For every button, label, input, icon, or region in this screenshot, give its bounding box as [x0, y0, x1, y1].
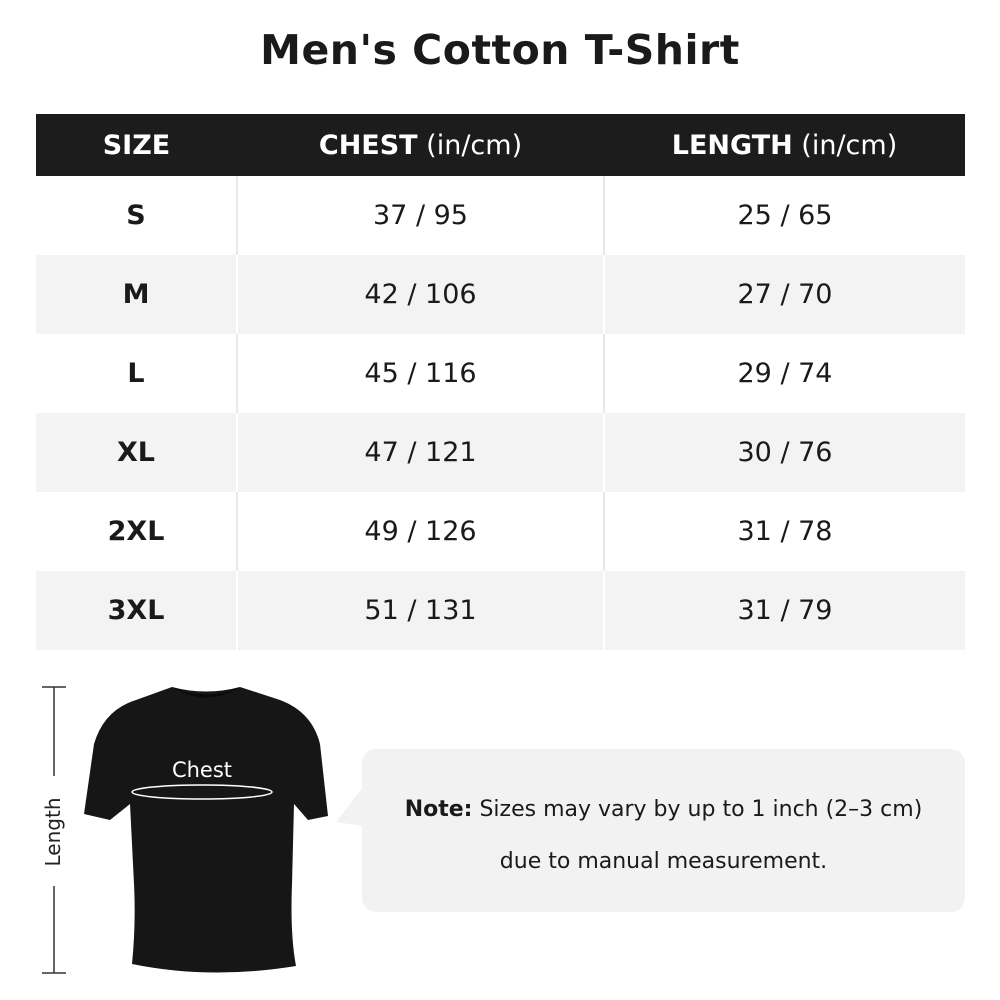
table-row: L 45 / 116 29 / 74 — [36, 334, 965, 413]
size-table: SIZE CHEST (in/cm) LENGTH (in/cm) S 37 / … — [36, 114, 965, 650]
tshirt-image: Chest — [84, 687, 328, 973]
header-length: LENGTH (in/cm) — [604, 114, 965, 176]
cell-length: 29 / 74 — [603, 334, 965, 413]
page-title: Men's Cotton T-Shirt — [260, 26, 740, 74]
cell-length: 25 / 65 — [603, 176, 965, 255]
note-line-2: due to manual measurement. — [499, 849, 828, 874]
header-label: LENGTH — [671, 129, 793, 161]
cell-length: 30 / 76 — [603, 413, 965, 492]
cell-chest: 45 / 116 — [236, 334, 604, 413]
tshirt-icon — [84, 687, 328, 973]
table-row: 3XL 51 / 131 31 / 79 — [36, 571, 965, 650]
cell-size: 2XL — [107, 516, 165, 547]
cell-length: 27 / 70 — [603, 255, 965, 334]
cell-size: M — [36, 255, 237, 334]
table-header: SIZE CHEST (in/cm) LENGTH (in/cm) — [36, 114, 965, 176]
header-size: SIZE — [36, 114, 237, 176]
header-unit: (in/cm) — [417, 129, 523, 161]
note-text: Sizes may vary by up to 1 inch (2–3 cm) — [472, 797, 923, 822]
header-label: SIZE — [102, 129, 171, 161]
table-row: 2XL 49 / 126 31 / 78 — [36, 492, 965, 571]
cell-size: XL — [36, 413, 237, 492]
cell-chest: 47 / 121 — [236, 413, 604, 492]
table-row: M 42 / 106 27 / 70 — [36, 255, 965, 334]
cell-size: S — [126, 200, 146, 231]
chest-measure-icon — [131, 784, 273, 800]
note-pointer — [336, 786, 364, 826]
cell-chest: 49 / 126 — [236, 492, 604, 571]
table-row: XL 47 / 121 30 / 76 — [36, 413, 965, 492]
chest-label: Chest — [172, 758, 232, 782]
note-box: Note: Sizes may vary by up to 1 inch (2–… — [362, 749, 965, 912]
header-label: CHEST — [318, 129, 418, 161]
length-label: Length — [41, 798, 65, 867]
note-label: Note: — [404, 797, 473, 822]
length-indicator: Length — [41, 686, 66, 974]
cell-chest: 42 / 106 — [236, 255, 604, 334]
header-chest: CHEST (in/cm) — [237, 114, 604, 176]
cell-length: 31 / 78 — [603, 492, 965, 571]
cell-size: L — [127, 358, 145, 389]
cell-chest: 37 / 95 — [236, 176, 604, 255]
table-row: S 37 / 95 25 / 65 — [36, 176, 965, 255]
cell-chest: 51 / 131 — [236, 571, 604, 650]
header-unit: (in/cm) — [792, 129, 898, 161]
cell-size: 3XL — [36, 571, 237, 650]
note-line-1: Note: Sizes may vary by up to 1 inch (2–… — [362, 797, 965, 822]
cell-length: 31 / 79 — [603, 571, 965, 650]
